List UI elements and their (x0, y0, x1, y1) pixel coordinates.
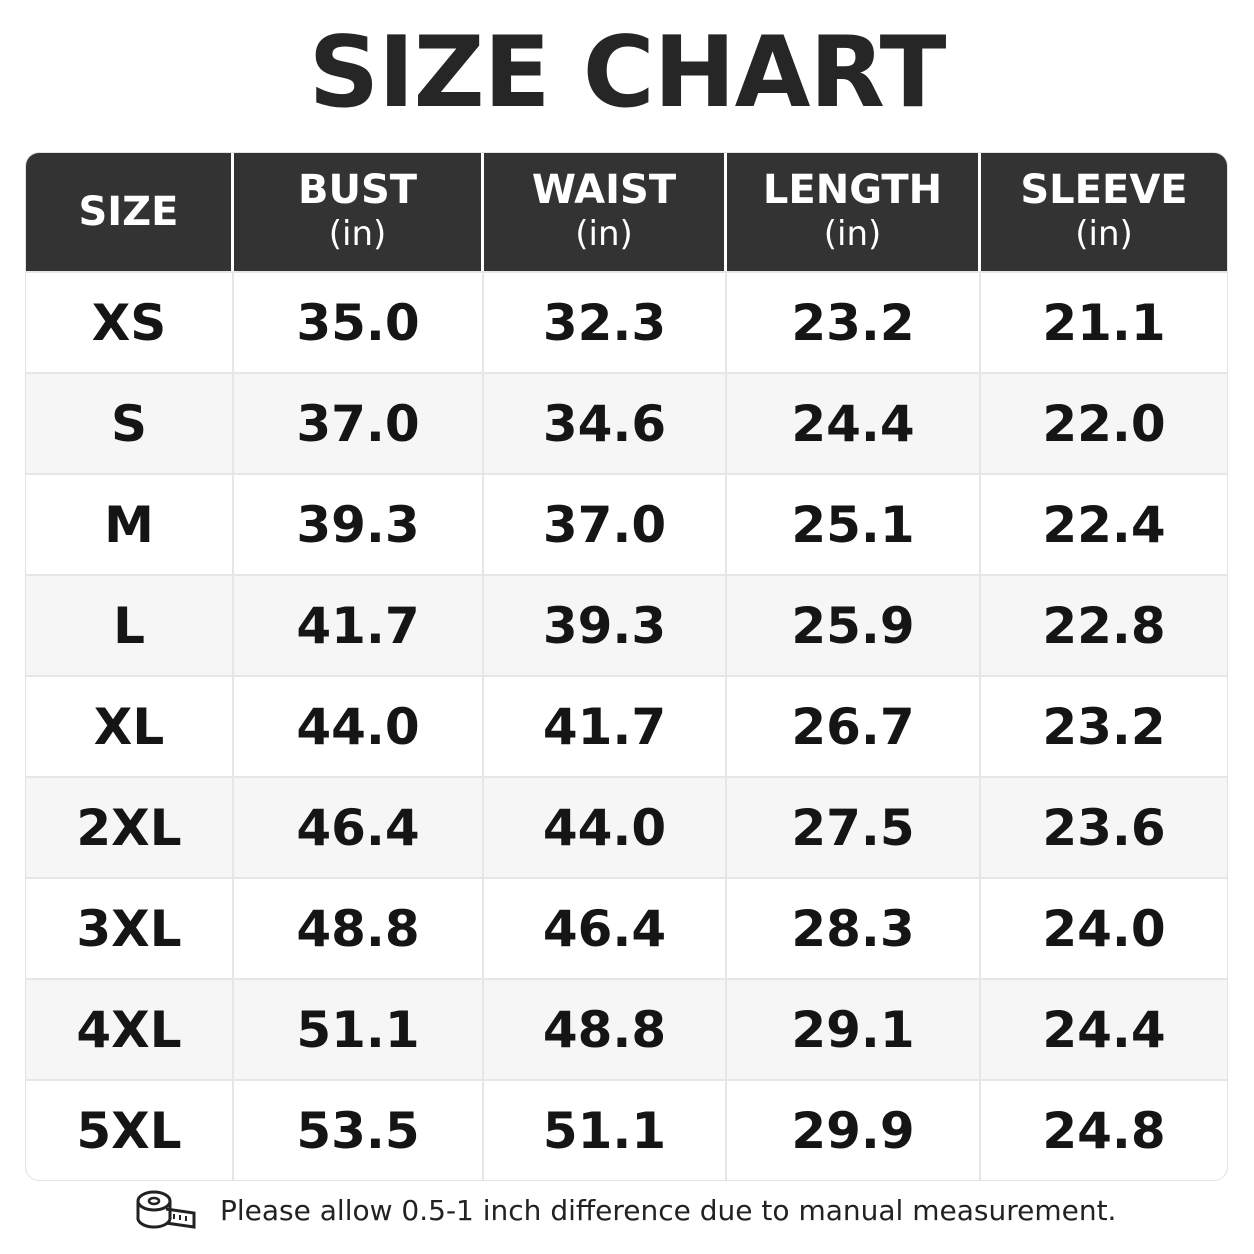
measurement: 22.0 (1042, 394, 1166, 453)
size-label: XL (26, 677, 234, 776)
table-row: XS 35.0 32.3 23.2 21.1 (26, 271, 1227, 372)
header-cell: SIZE (26, 153, 234, 271)
tape-icon (136, 1190, 196, 1229)
header-cell: BUST (in) (234, 153, 484, 271)
measurement: 24.8 (1042, 1101, 1166, 1160)
footer: Please allow 0.5-1 inch difference due t… (136, 1186, 1116, 1234)
title: SIZE CHART (308, 16, 947, 130)
measurement: 48.8 (484, 980, 727, 1079)
table-row: XL 44.0 41.7 26.7 23.2 (26, 675, 1227, 776)
measurement: 48.8 (234, 879, 484, 978)
measurement: 37.0 (484, 475, 727, 574)
size-table: SIZE BUST (in) WAIST (in) LENGTH (in) SLEEVE (in… (25, 152, 1228, 1181)
measurement: 22.8 (1042, 596, 1166, 655)
column-name: BUST (297, 167, 418, 213)
column-name: WAIST (531, 167, 677, 213)
measurement: 24.4 (1042, 1000, 1166, 1059)
size-label: 4XL (26, 980, 234, 1079)
measurement: 41.7 (234, 576, 484, 675)
table-row: 5XL 53.5 51.1 29.9 24.8 (26, 1079, 1227, 1180)
measurement: 23.6 (1042, 798, 1166, 857)
column-unit: (in) (328, 214, 387, 254)
measurement: 34.6 (484, 374, 727, 473)
measurement: 51.1 (484, 1081, 727, 1180)
column-unit: (in) (575, 214, 633, 254)
measurement: 41.7 (484, 677, 727, 776)
table-row: L 41.7 39.3 25.9 22.8 (26, 574, 1227, 675)
measurement: 25.9 (727, 576, 981, 675)
column-name: SLEEVE (1020, 167, 1188, 213)
table-row: 2XL 46.4 44.0 27.5 23.6 (26, 776, 1227, 877)
measurement: 24.0 (1042, 899, 1166, 958)
measurement: 29.9 (727, 1081, 981, 1180)
measurement: 46.4 (234, 778, 484, 877)
measurement: 28.3 (727, 879, 981, 978)
measurement: 27.5 (727, 778, 981, 877)
measurement: 25.1 (727, 475, 981, 574)
size-label: S (26, 374, 234, 473)
size-label: XS (26, 273, 234, 372)
measurement: 23.2 (1042, 697, 1166, 756)
size-label: M (26, 475, 234, 574)
table-row: S 37.0 34.6 24.4 22.0 (26, 372, 1227, 473)
measurement: 21.1 (1042, 293, 1166, 352)
header-cell: SLEEVE (in) (981, 153, 1227, 271)
size-label: 2XL (26, 778, 234, 877)
measurement: 39.3 (484, 576, 727, 675)
table-header: SIZE BUST (in) WAIST (in) LENGTH (in) SLEEVE (in… (26, 153, 1227, 271)
measurement: 44.0 (484, 778, 727, 877)
measurement: 51.1 (234, 980, 484, 1079)
size-label: 3XL (26, 879, 234, 978)
measurement: 26.7 (727, 677, 981, 776)
measurement: 24.4 (727, 374, 981, 473)
size-label: 5XL (26, 1081, 234, 1180)
column-unit: (in) (823, 214, 882, 254)
header-cell: LENGTH (in) (727, 153, 981, 271)
measurement: 29.1 (727, 980, 981, 1079)
table-row: M 39.3 37.0 25.1 22.4 (26, 473, 1227, 574)
measurement: 46.4 (484, 879, 727, 978)
measurement: 39.3 (234, 475, 484, 574)
measurement: 37.0 (234, 374, 484, 473)
measurement: 22.4 (1042, 495, 1166, 554)
size-label: L (26, 576, 234, 675)
column-name: SIZE (78, 189, 179, 235)
measurement: 53.5 (234, 1081, 484, 1180)
measurement: 23.2 (727, 273, 981, 372)
table-body: XS 35.0 32.3 23.2 21.1 S 37.0 34.6 24.4 22.0 M 39.3… (26, 271, 1227, 1180)
measurement: 35.0 (234, 273, 484, 372)
measurement: 32.3 (484, 273, 727, 372)
footer-note: Please allow 0.5-1 inch difference due t… (220, 1193, 1117, 1227)
header-cell: WAIST (in) (484, 153, 727, 271)
table-row: 4XL 51.1 48.8 29.1 24.4 (26, 978, 1227, 1079)
measurement: 44.0 (234, 677, 484, 776)
column-name: LENGTH (762, 167, 943, 213)
column-unit: (in) (1075, 214, 1133, 254)
table-row: 3XL 48.8 46.4 28.3 24.0 (26, 877, 1227, 978)
